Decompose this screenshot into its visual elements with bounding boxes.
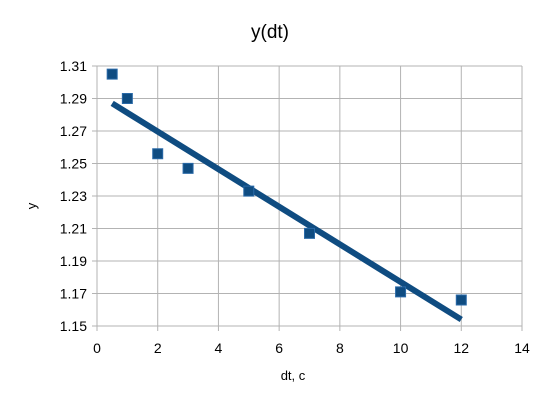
y-axis-label: y bbox=[24, 202, 39, 209]
x-tick-label: 0 bbox=[93, 340, 101, 356]
trendline bbox=[110, 100, 463, 323]
x-tick-label: 8 bbox=[336, 340, 344, 356]
x-tick-label: 14 bbox=[514, 340, 530, 356]
data-point bbox=[455, 294, 467, 306]
data-point bbox=[152, 148, 164, 160]
trendline-layer bbox=[110, 100, 463, 323]
data-points bbox=[106, 68, 467, 306]
y-tick-label: 1.23 bbox=[60, 188, 87, 204]
y-tick-label: 1.17 bbox=[60, 286, 87, 302]
y-tick-label: 1.19 bbox=[60, 253, 87, 269]
grid bbox=[92, 65, 523, 331]
x-tick-label: 4 bbox=[215, 340, 223, 356]
data-point bbox=[182, 162, 194, 174]
data-point bbox=[304, 227, 315, 239]
x-axis-label: dt, c bbox=[281, 368, 306, 383]
y-tick-label: 1.27 bbox=[60, 123, 87, 139]
y-tick-label: 1.29 bbox=[60, 91, 87, 107]
x-tick-label: 6 bbox=[275, 340, 283, 356]
x-tick-label: 10 bbox=[393, 340, 409, 356]
data-point bbox=[243, 185, 255, 197]
data-point bbox=[121, 93, 133, 104]
x-tick-label: 2 bbox=[154, 340, 162, 356]
tick-labels: 1.15 1.17 1.19 1.21 1.23 1.25 1.27 1.29 1.31 0 2 4 6… bbox=[60, 58, 530, 356]
chart-title: y(dt) bbox=[251, 22, 289, 43]
y-tick-label: 1.21 bbox=[60, 221, 87, 237]
y-tick-label: 1.31 bbox=[60, 58, 87, 74]
data-point bbox=[106, 68, 118, 80]
y-tick-label: 1.15 bbox=[60, 318, 87, 334]
x-tick-label: 12 bbox=[453, 340, 469, 356]
data-point bbox=[395, 286, 407, 298]
y-tick-label: 1.25 bbox=[60, 156, 87, 172]
